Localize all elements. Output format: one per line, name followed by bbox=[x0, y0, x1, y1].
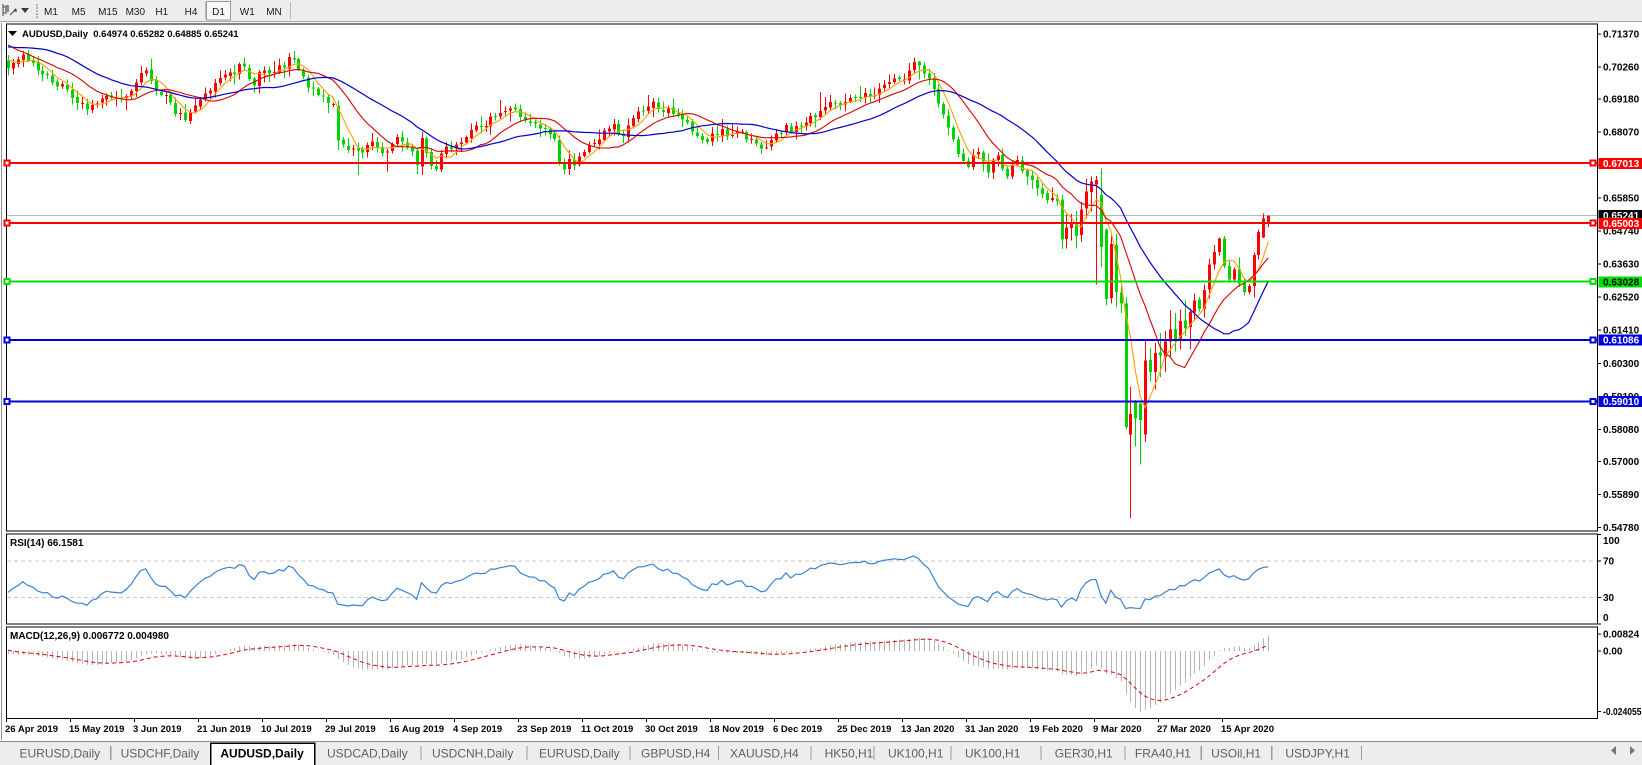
svg-text:AUDUSD,Daily 0.64974 0.65282: AUDUSD,Daily 0.64974 0.65282 0.64885 0.6… bbox=[22, 29, 239, 40]
svg-text:29 Jul 2019: 29 Jul 2019 bbox=[325, 724, 376, 735]
svg-text:15 May 2019: 15 May 2019 bbox=[69, 724, 124, 735]
svg-text:0.65850: 0.65850 bbox=[1603, 194, 1640, 205]
svg-text:19 Feb 2020: 19 Feb 2020 bbox=[1029, 724, 1083, 735]
svg-text:16 Aug 2019: 16 Aug 2019 bbox=[389, 724, 444, 735]
svg-text:GER30,H1: GER30,H1 bbox=[1055, 747, 1113, 761]
svg-text:13 Jan 2020: 13 Jan 2020 bbox=[901, 724, 954, 735]
svg-text:0.57000: 0.57000 bbox=[1603, 457, 1640, 468]
svg-text:0.65003: 0.65003 bbox=[1603, 219, 1640, 230]
svg-text:27 Mar 2020: 27 Mar 2020 bbox=[1157, 724, 1211, 735]
svg-text:11 Oct 2019: 11 Oct 2019 bbox=[581, 724, 633, 735]
svg-text:0.61086: 0.61086 bbox=[1603, 335, 1640, 346]
svg-text:18 Nov 2019: 18 Nov 2019 bbox=[709, 724, 764, 735]
svg-text:0.00824: 0.00824 bbox=[1603, 630, 1640, 641]
svg-text:30: 30 bbox=[1603, 593, 1615, 604]
svg-text:0.55890: 0.55890 bbox=[1603, 490, 1640, 501]
svg-text:UK100,H1: UK100,H1 bbox=[965, 747, 1021, 761]
svg-text:0.70260: 0.70260 bbox=[1603, 62, 1640, 73]
svg-text:0: 0 bbox=[1603, 613, 1609, 624]
svg-text:D1: D1 bbox=[212, 7, 225, 18]
svg-text:XAUUSD,H4: XAUUSD,H4 bbox=[730, 747, 799, 761]
svg-text:21 Jun 2019: 21 Jun 2019 bbox=[197, 724, 251, 735]
svg-text:UK100,H1: UK100,H1 bbox=[888, 747, 944, 761]
svg-text:USDJPY,H1: USDJPY,H1 bbox=[1285, 747, 1350, 761]
svg-text:0.68070: 0.68070 bbox=[1603, 128, 1640, 139]
svg-text:GBPUSD,H4: GBPUSD,H4 bbox=[641, 747, 711, 761]
svg-text:100: 100 bbox=[1603, 536, 1620, 547]
svg-text:0.65241: 0.65241 bbox=[1603, 211, 1640, 222]
svg-text:0.63630: 0.63630 bbox=[1603, 260, 1640, 271]
svg-text:9 Mar 2020: 9 Mar 2020 bbox=[1093, 724, 1142, 735]
svg-text:M30: M30 bbox=[126, 7, 146, 18]
svg-text:0.67013: 0.67013 bbox=[1603, 159, 1640, 170]
svg-text:H4: H4 bbox=[185, 7, 198, 18]
svg-text:31 Jan 2020: 31 Jan 2020 bbox=[965, 724, 1018, 735]
svg-text:USOil,H1: USOil,H1 bbox=[1211, 747, 1261, 761]
svg-text:M15: M15 bbox=[98, 7, 118, 18]
svg-text:10 Jul 2019: 10 Jul 2019 bbox=[261, 724, 312, 735]
svg-text:0.62520: 0.62520 bbox=[1603, 293, 1640, 304]
svg-text:FRA40,H1: FRA40,H1 bbox=[1135, 747, 1191, 761]
svg-text:0.69180: 0.69180 bbox=[1603, 95, 1640, 106]
svg-text:EURUSD,Daily: EURUSD,Daily bbox=[20, 747, 101, 761]
svg-text:26 Apr 2019: 26 Apr 2019 bbox=[5, 724, 58, 735]
svg-text:0.59010: 0.59010 bbox=[1603, 397, 1640, 408]
svg-text:RSI(14) 66.1581: RSI(14) 66.1581 bbox=[10, 538, 84, 549]
svg-text:MN: MN bbox=[266, 7, 282, 18]
svg-text:-0.024055: -0.024055 bbox=[1603, 707, 1642, 718]
svg-text:0.63028: 0.63028 bbox=[1603, 278, 1640, 289]
svg-text:MACD(12,26,9) 0.006772 0.00498: MACD(12,26,9) 0.006772 0.004980 bbox=[10, 631, 169, 642]
svg-text:USDCAD,Daily: USDCAD,Daily bbox=[327, 747, 408, 761]
svg-text:0.58080: 0.58080 bbox=[1603, 425, 1640, 436]
svg-text:0.60300: 0.60300 bbox=[1603, 359, 1640, 370]
svg-text:HK50,H1: HK50,H1 bbox=[825, 747, 874, 761]
svg-text:15 Apr 2020: 15 Apr 2020 bbox=[1221, 724, 1274, 735]
svg-text:EURUSD,Daily: EURUSD,Daily bbox=[539, 747, 620, 761]
svg-text:25 Dec 2019: 25 Dec 2019 bbox=[837, 724, 891, 735]
svg-text:0.71370: 0.71370 bbox=[1603, 29, 1640, 40]
svg-text:M1: M1 bbox=[44, 7, 58, 18]
svg-text:3 Jun 2019: 3 Jun 2019 bbox=[133, 724, 182, 735]
svg-text:70: 70 bbox=[1603, 557, 1615, 568]
svg-text:0.61410: 0.61410 bbox=[1603, 326, 1640, 337]
svg-text:AUDUSD,Daily: AUDUSD,Daily bbox=[220, 747, 304, 761]
svg-text:23 Sep 2019: 23 Sep 2019 bbox=[517, 724, 571, 735]
svg-text:M5: M5 bbox=[72, 7, 86, 18]
svg-text:W1: W1 bbox=[240, 7, 255, 18]
svg-text:0.54780: 0.54780 bbox=[1603, 523, 1640, 534]
svg-text:0.00: 0.00 bbox=[1603, 647, 1623, 658]
svg-text:0.64740: 0.64740 bbox=[1603, 227, 1640, 238]
svg-text:4 Sep 2019: 4 Sep 2019 bbox=[453, 724, 502, 735]
svg-text:H1: H1 bbox=[155, 7, 168, 18]
svg-text:USDCNH,Daily: USDCNH,Daily bbox=[432, 747, 513, 761]
svg-text:6 Dec 2019: 6 Dec 2019 bbox=[773, 724, 822, 735]
svg-text:30 Oct 2019: 30 Oct 2019 bbox=[645, 724, 698, 735]
svg-text:USDCHF,Daily: USDCHF,Daily bbox=[121, 747, 200, 761]
